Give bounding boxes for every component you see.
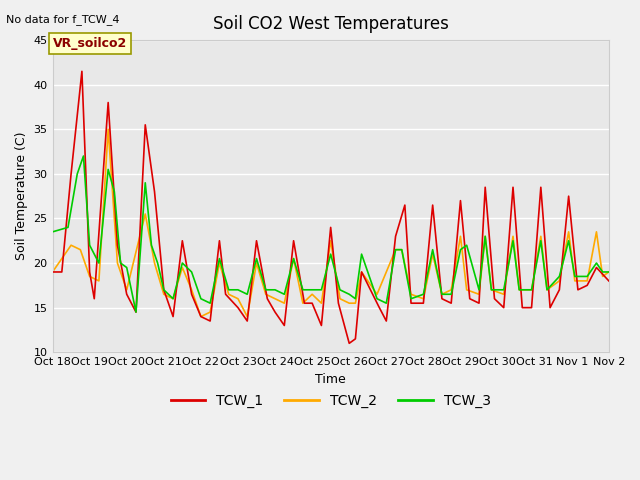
TCW_2: [387, 258, 395, 264]
TCW_3: [132, 309, 140, 315]
TCW_1: [369, 291, 376, 297]
TCW_1: [387, 276, 395, 282]
TCW_1: [399, 207, 407, 213]
TCW_1: [49, 269, 56, 275]
TCW_3: [540, 263, 548, 268]
TCW_3: [399, 255, 407, 261]
TCW_3: [369, 282, 376, 288]
TCW_2: [605, 269, 612, 275]
TCW_2: [399, 254, 407, 260]
TCW_2: [49, 269, 56, 275]
TCW_1: [605, 278, 612, 284]
TCW_1: [154, 222, 161, 228]
TCW_3: [64, 225, 72, 230]
TCW_2: [197, 314, 205, 320]
Line: TCW_2: TCW_2: [52, 129, 609, 317]
TCW_2: [540, 260, 548, 266]
TCW_2: [64, 247, 72, 252]
X-axis label: Time: Time: [316, 372, 346, 385]
Text: No data for f_TCW_4: No data for f_TCW_4: [6, 14, 120, 25]
TCW_2: [369, 285, 376, 290]
TCW_1: [64, 204, 72, 209]
Line: TCW_3: TCW_3: [52, 156, 609, 312]
Line: TCW_1: TCW_1: [52, 72, 609, 343]
TCW_3: [387, 274, 395, 279]
Legend: TCW_1, TCW_2, TCW_3: TCW_1, TCW_2, TCW_3: [165, 389, 497, 414]
TCW_3: [156, 267, 163, 273]
TCW_2: [104, 126, 112, 132]
TCW_1: [540, 225, 548, 230]
TCW_3: [605, 269, 612, 275]
TCW_1: [346, 340, 353, 346]
Y-axis label: Soil Temperature (C): Soil Temperature (C): [15, 132, 28, 261]
TCW_1: [78, 69, 86, 74]
TCW_3: [49, 229, 56, 235]
TCW_2: [154, 271, 161, 276]
TCW_3: [79, 153, 87, 159]
Title: Soil CO2 West Temperatures: Soil CO2 West Temperatures: [212, 15, 449, 33]
Text: VR_soilco2: VR_soilco2: [52, 37, 127, 50]
